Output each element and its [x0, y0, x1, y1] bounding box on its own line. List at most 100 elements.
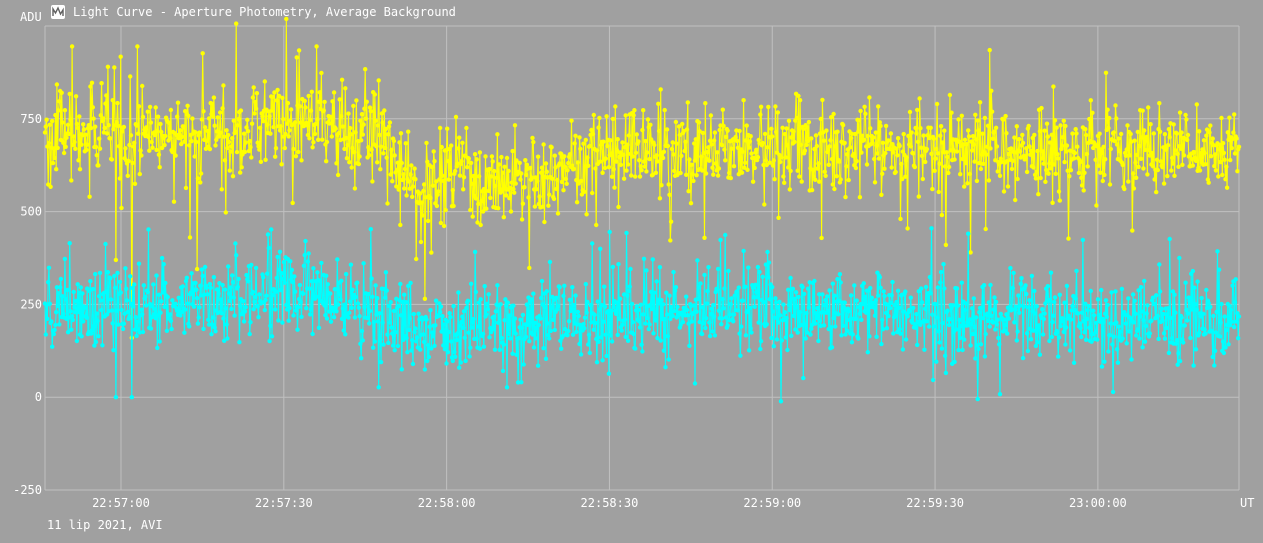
data-point — [804, 142, 809, 148]
data-point — [1194, 102, 1200, 107]
y-tick-label: 250 — [20, 297, 42, 311]
data-point — [634, 132, 639, 137]
data-point — [484, 312, 489, 317]
data-point — [324, 273, 329, 278]
data-point — [230, 273, 235, 278]
data-point — [561, 293, 566, 299]
data-point — [362, 106, 367, 111]
data-point — [220, 282, 225, 288]
data-point — [832, 293, 837, 298]
data-point — [367, 321, 372, 326]
data-point — [737, 331, 742, 336]
data-point — [73, 310, 78, 315]
data-point — [433, 298, 439, 303]
data-point — [526, 195, 531, 200]
data-point — [789, 135, 794, 140]
light-curve-app-icon[interactable] — [51, 5, 65, 19]
data-point — [1227, 303, 1232, 309]
data-point — [230, 136, 235, 141]
data-point — [1020, 355, 1026, 361]
data-point — [1083, 127, 1088, 132]
data-point — [586, 163, 591, 168]
data-point — [990, 320, 996, 325]
data-point — [373, 118, 378, 124]
data-point — [539, 278, 545, 284]
data-point — [195, 176, 201, 181]
data-point — [692, 141, 697, 146]
data-point — [1048, 166, 1054, 171]
data-point — [242, 309, 248, 314]
data-point — [731, 164, 737, 169]
series-1 — [42, 226, 1242, 404]
data-point — [564, 181, 569, 186]
data-point — [395, 160, 401, 165]
data-point — [952, 359, 957, 365]
data-point — [1173, 310, 1178, 315]
data-point — [247, 138, 252, 144]
data-point — [750, 285, 756, 290]
data-point — [250, 95, 256, 100]
data-point — [473, 196, 479, 201]
data-point — [668, 305, 674, 310]
data-point — [336, 130, 342, 136]
data-point — [997, 173, 1003, 178]
data-point — [500, 368, 506, 374]
data-point — [114, 308, 119, 313]
data-point — [716, 166, 722, 171]
data-point — [406, 179, 412, 184]
data-point — [996, 335, 1001, 341]
data-point — [1193, 158, 1199, 163]
data-point — [654, 153, 659, 158]
data-point — [339, 316, 345, 321]
data-point — [957, 139, 962, 144]
data-point — [1167, 135, 1172, 140]
data-point — [75, 282, 80, 287]
data-point — [351, 150, 357, 155]
data-point — [1033, 343, 1039, 349]
data-point — [644, 268, 649, 273]
data-point — [463, 358, 468, 364]
data-point — [112, 273, 117, 279]
data-point — [495, 132, 500, 137]
data-point — [462, 335, 467, 340]
data-point — [1170, 161, 1176, 166]
data-point — [1130, 228, 1135, 233]
data-point — [880, 171, 885, 176]
data-point — [459, 319, 464, 325]
data-point — [210, 315, 216, 320]
data-point — [307, 286, 312, 291]
data-point — [919, 286, 924, 291]
data-point — [837, 272, 843, 277]
data-point — [553, 165, 558, 170]
data-point — [565, 333, 570, 338]
data-point — [366, 145, 371, 150]
data-point — [1096, 163, 1102, 168]
data-point — [976, 346, 981, 352]
data-point — [754, 295, 760, 300]
data-point — [315, 270, 320, 275]
data-point — [585, 299, 590, 305]
data-point — [243, 140, 248, 145]
data-point — [723, 315, 729, 320]
data-point — [1133, 160, 1138, 165]
data-point — [574, 329, 579, 335]
data-point — [946, 322, 952, 328]
data-point — [719, 322, 724, 327]
data-point — [510, 148, 515, 154]
data-point — [367, 153, 372, 158]
data-point — [127, 314, 132, 320]
data-point — [1083, 132, 1089, 138]
data-point — [1083, 301, 1088, 306]
data-point — [1132, 138, 1137, 143]
data-point — [504, 385, 510, 390]
data-point — [766, 260, 772, 265]
data-point — [1017, 137, 1022, 142]
data-point — [672, 288, 678, 293]
data-point — [1142, 278, 1147, 284]
data-point — [967, 171, 972, 177]
data-point — [138, 148, 143, 153]
data-point — [985, 311, 990, 316]
data-point — [916, 194, 921, 199]
data-point — [1049, 334, 1055, 340]
data-point — [102, 125, 107, 131]
